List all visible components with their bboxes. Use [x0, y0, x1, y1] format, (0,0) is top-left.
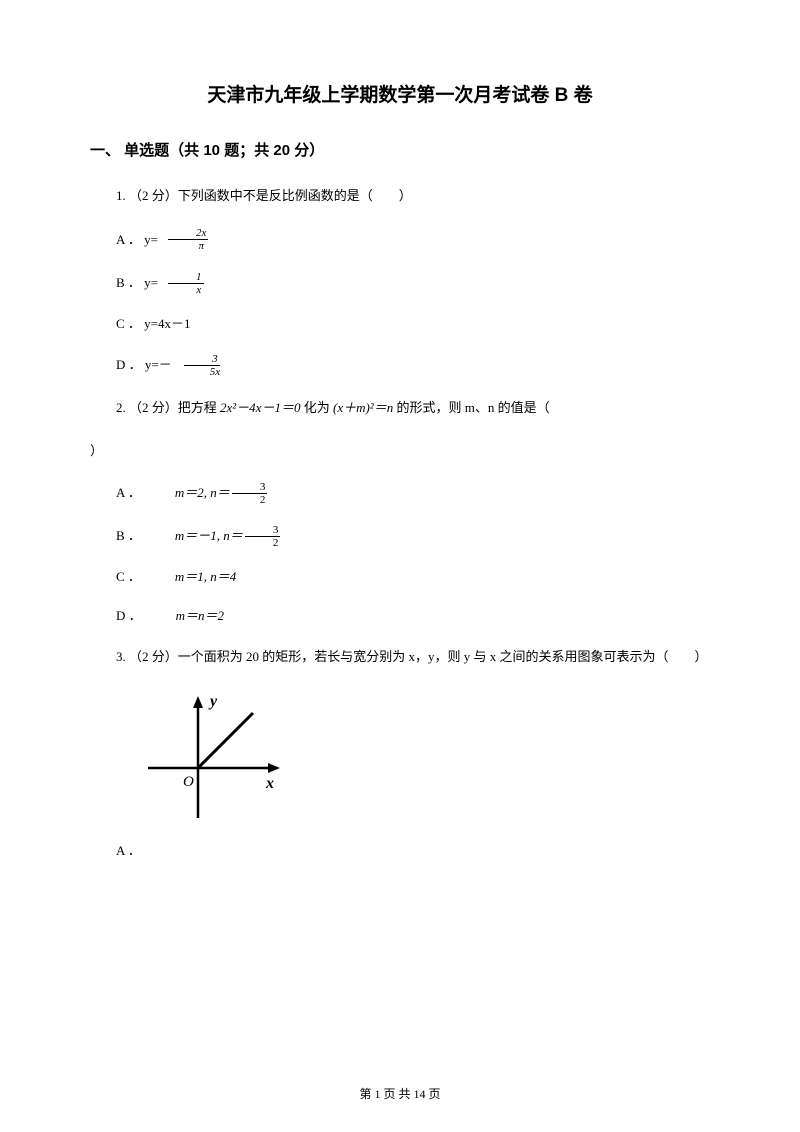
q2-expr1: 2x²－4x－1＝0 — [220, 400, 300, 415]
q1-optA-fraction: 2x π — [168, 227, 208, 252]
q1-option-d: D ． y=－ 3 5x — [90, 353, 710, 378]
q2-expr2: (x＋m)²＝n — [333, 400, 393, 415]
question-3-text: 3. （2 分）一个面积为 20 的矩形，若长与宽分别为 x，y，则 y 与 x… — [90, 645, 710, 668]
q2-optA-label: A ． — [90, 483, 141, 504]
q1-option-a: A ． y= 2x π — [90, 227, 710, 252]
frac-num: 3 — [245, 524, 281, 537]
q1-optB-label: B ． y= — [90, 273, 158, 294]
q1-optC-text: C ． y=4x－1 — [90, 314, 191, 335]
q1-optB-fraction: 1 x — [168, 271, 204, 296]
y-axis-label: y — [208, 693, 218, 710]
origin-label: O — [183, 774, 194, 790]
frac-den: 2 — [245, 537, 281, 549]
frac-den: x — [168, 284, 203, 296]
frac-den: 5x — [182, 366, 222, 378]
frac-num: 2x — [168, 227, 208, 240]
q3-optA-graph: y x O — [138, 688, 710, 833]
question-2-text: 2. （2 分）把方程 2x²－4x－1＝0 化为 (x＋m)²＝n 的形式，则… — [90, 396, 710, 419]
q2-optA-expr: m＝2, n＝ — [149, 483, 230, 504]
section-header: 一、 单选题（共 10 题；共 20 分） — [90, 139, 710, 160]
frac-num: 1 — [168, 271, 204, 284]
q2-optC-label: C ． — [90, 567, 141, 588]
q1-optD-fraction: 3 5x — [182, 353, 222, 378]
q2-optD-expr: m＝n＝2 — [150, 606, 224, 627]
q2-mid: 化为 — [304, 400, 333, 415]
q2-pre: 2. （2 分）把方程 — [116, 400, 220, 415]
frac-den: 2 — [232, 494, 268, 506]
question-1-text: 1. （2 分）下列函数中不是反比例函数的是（ ） — [90, 184, 710, 207]
q2-option-c: C ． m＝1, n＝4 — [90, 567, 710, 588]
x-axis-label: x — [265, 775, 274, 792]
q2-post: 的形式，则 m、n 的值是（ — [396, 400, 562, 415]
q2-optB-fraction: 3 2 — [245, 524, 281, 549]
q3-optA-label: A ． — [90, 841, 141, 862]
q2-option-d: D ． m＝n＝2 — [90, 606, 710, 627]
q2-continuation: ） — [90, 439, 710, 462]
q1-optD-label: D ． y=－ — [90, 355, 172, 376]
q2-optB-label: B ． — [90, 526, 141, 547]
coordinate-graph-icon: y x O — [138, 688, 288, 828]
q2-optD-label: D ． — [90, 606, 142, 627]
frac-num: 3 — [184, 353, 220, 366]
q2-optC-expr: m＝1, n＝4 — [149, 567, 236, 588]
page-footer: 第 1 页 共 14 页 — [0, 1085, 800, 1102]
q2-optB-expr: m＝－1, n＝ — [149, 526, 243, 547]
q2-option-b: B ． m＝－1, n＝ 3 2 — [90, 524, 710, 549]
q1-optA-label: A ． y= — [90, 230, 158, 251]
q3-option-a-label: A ． — [90, 841, 710, 862]
q2-optA-fraction: 3 2 — [232, 481, 268, 506]
frac-den: π — [170, 240, 206, 252]
page-title: 天津市九年级上学期数学第一次月考试卷 B 卷 — [90, 80, 710, 107]
q1-option-c: C ． y=4x－1 — [90, 314, 710, 335]
q1-option-b: B ． y= 1 x — [90, 271, 710, 296]
q2-option-a: A ． m＝2, n＝ 3 2 — [90, 481, 710, 506]
frac-num: 3 — [232, 481, 268, 494]
